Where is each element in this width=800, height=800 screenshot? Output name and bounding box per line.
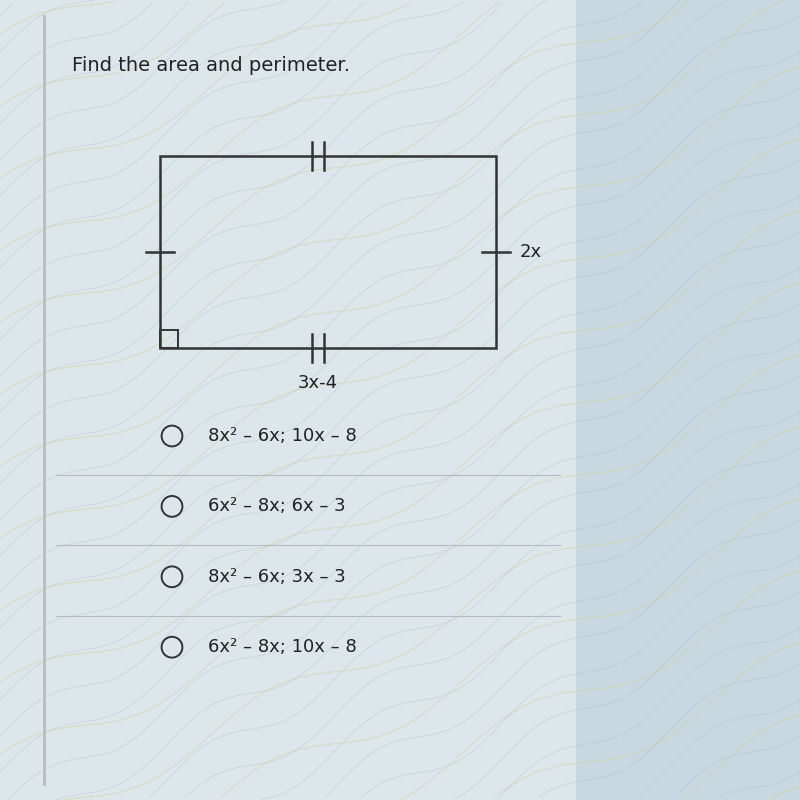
Text: 3x-4: 3x-4 (298, 374, 338, 392)
Text: 8x² – 6x; 3x – 3: 8x² – 6x; 3x – 3 (208, 568, 346, 586)
Text: Find the area and perimeter.: Find the area and perimeter. (72, 56, 350, 75)
Bar (160, 156, 496, 348)
Bar (160, 330, 178, 348)
Text: 6x² – 8x; 6x – 3: 6x² – 8x; 6x – 3 (208, 498, 346, 515)
Text: 2x: 2x (520, 243, 542, 261)
Bar (0, 0, 576, 800)
Text: 8x² – 6x; 10x – 8: 8x² – 6x; 10x – 8 (208, 427, 357, 445)
Text: 6x² – 8x; 10x – 8: 6x² – 8x; 10x – 8 (208, 638, 357, 656)
